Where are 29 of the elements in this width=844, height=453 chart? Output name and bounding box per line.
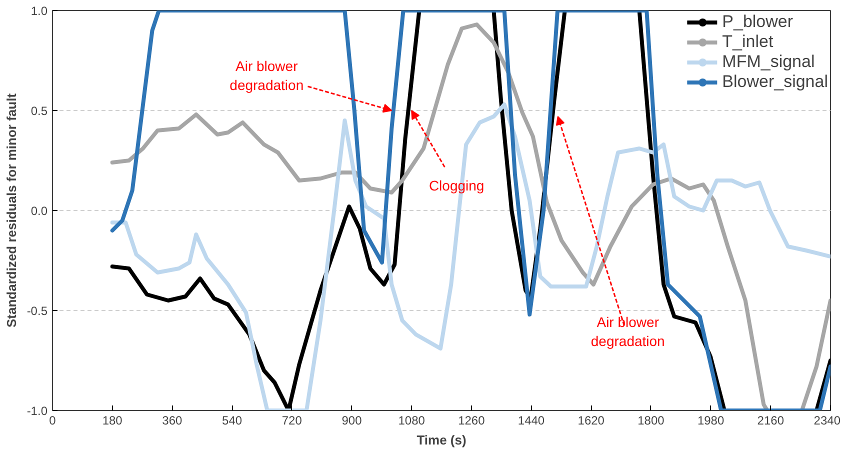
y-axis-title: Standardized residuals for minor fault [4,92,19,328]
annotation: Air blower degradation [590,314,665,350]
legend-label: MFM_signal [722,52,815,72]
line-series [110,102,830,410]
y-tick-label: -1.0 [26,404,48,418]
annotation: Air blower degradation [230,58,304,94]
y-tick-label: 0.0 [30,204,48,218]
x-tick-label: 1800 [638,414,665,428]
x-tick-label: 360 [162,414,183,428]
legend-label: Blower_signal [722,72,828,92]
annotation: Clogging [428,178,484,194]
x-tick-label: 0 [49,414,56,428]
x-tick-label: 1080 [398,414,426,428]
x-tick-label: 1260 [458,414,486,428]
legend-label: P_blower [722,12,794,32]
x-tick-label: 1620 [578,414,605,428]
x-tick-label: 900 [342,414,362,428]
x-axis-title: Time (s) [416,432,466,448]
x-tick-label: 720 [282,414,302,428]
x-tick-label: 1980 [697,414,724,428]
y-tick-label: 1.0 [30,4,48,18]
x-tick-label: 540 [222,414,242,428]
x-tick-label: 180 [102,414,123,428]
y-tick-label: -0.5 [26,304,48,318]
y-tick-label: 0.5 [30,104,48,118]
legend-label: T_inlet [722,32,774,52]
x-tick-label: 2340 [814,414,841,428]
x-tick-label: 2160 [757,414,784,428]
x-tick-label: 1440 [518,414,545,428]
